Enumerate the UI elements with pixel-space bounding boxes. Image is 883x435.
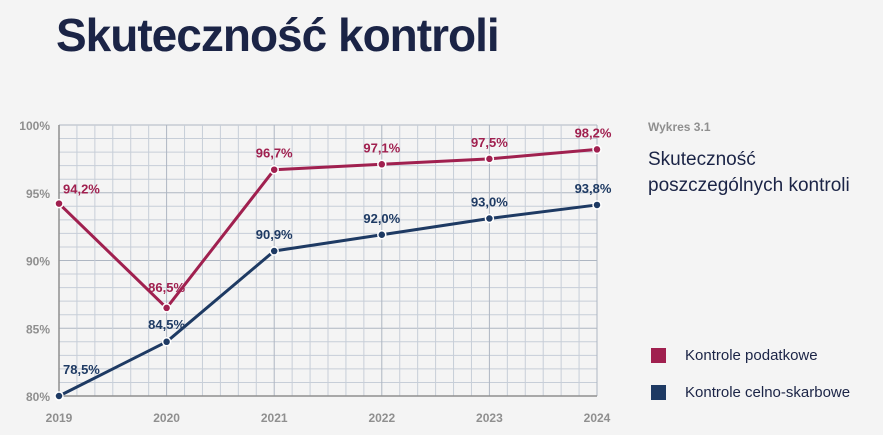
series-line-0	[57, 147, 599, 310]
data-point	[377, 230, 387, 240]
y-tick-label: 80%	[26, 390, 50, 404]
y-tick-label: 100%	[19, 119, 50, 133]
data-point	[377, 159, 387, 170]
data-point	[54, 198, 64, 209]
data-label: 97,5%	[471, 135, 508, 150]
data-label: 90,9%	[256, 227, 293, 242]
y-tick-label: 90%	[26, 255, 50, 269]
data-label: 86,5%	[148, 280, 185, 295]
data-label: 78,5%	[63, 362, 100, 377]
data-point	[161, 337, 172, 347]
x-tick-label: 2022	[368, 411, 395, 425]
x-tick-label: 2019	[46, 411, 73, 425]
data-point	[269, 164, 279, 175]
data-label: 93,0%	[471, 194, 508, 209]
figure-title-line1: Skuteczność	[648, 149, 756, 170]
data-label: 92,0%	[363, 211, 400, 226]
data-label: 96,7%	[256, 146, 293, 161]
data-point	[54, 391, 64, 401]
data-point	[592, 144, 602, 155]
data-point	[592, 200, 602, 210]
data-label: 98,2%	[575, 125, 612, 140]
legend-swatch-podatkowe	[651, 347, 666, 363]
x-tick-label: 2023	[476, 411, 503, 425]
data-point	[484, 154, 495, 164]
data-label: 94,2%	[63, 182, 100, 197]
data-point	[161, 303, 172, 313]
figure-title: Skuteczność poszczególnych kontroli	[648, 147, 878, 199]
data-label: 93,8%	[575, 181, 612, 196]
legend: Kontrole podatkowe Kontrole celno-skarbo…	[651, 345, 850, 419]
x-tick-label: 2020	[153, 411, 180, 425]
figure-label: Wykres 3.1	[648, 120, 711, 134]
legend-label-podatkowe: Kontrole podatkowe	[685, 346, 818, 364]
legend-label-celno-skarbowe: Kontrole celno-skarbowe	[685, 383, 851, 401]
data-label: 84,5%	[148, 317, 185, 332]
figure-caption: Wykres 3.1 Skuteczność poszczególnych ko…	[648, 120, 878, 199]
legend-item-celno-skarbowe: Kontrole celno-skarbowe	[651, 382, 850, 402]
data-label: 97,1%	[363, 140, 400, 155]
page-title: Skuteczność kontroli	[56, 9, 500, 61]
legend-item-podatkowe: Kontrole podatkowe	[651, 345, 850, 365]
y-tick-label: 95%	[26, 187, 50, 201]
figure-title-line2: poszczególnych kontroli	[648, 175, 850, 196]
series-line-1	[57, 203, 599, 398]
x-tick-label: 2021	[261, 411, 288, 425]
x-tick-label: 2024	[584, 411, 611, 425]
legend-swatch-celno-skarbowe	[651, 384, 666, 400]
y-tick-label: 85%	[26, 322, 50, 336]
data-point	[484, 213, 495, 224]
data-point	[269, 246, 279, 256]
